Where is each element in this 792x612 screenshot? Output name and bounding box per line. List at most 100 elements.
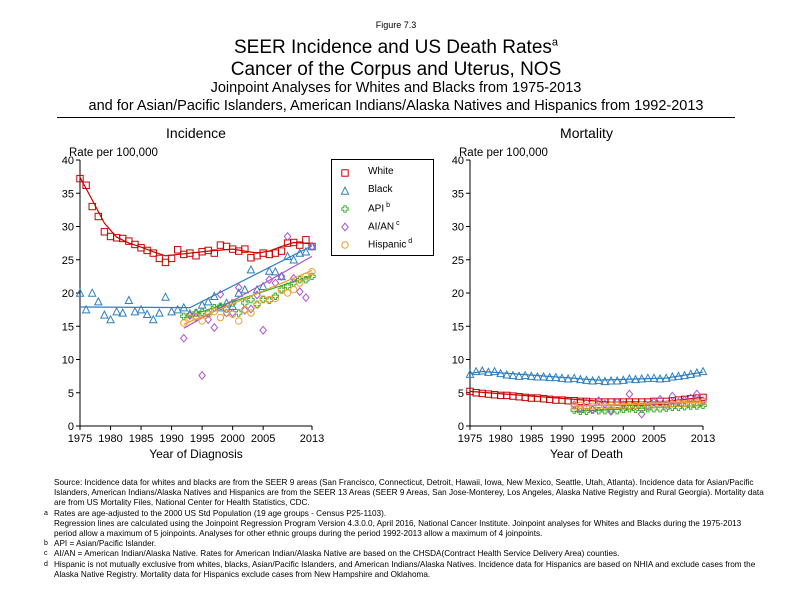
- incidence-point-black: [87, 288, 97, 297]
- legend-marker-ai-an: [341, 222, 349, 232]
- footnote-b-text: API = Asian/Pacific Islander.: [54, 539, 157, 549]
- incidence-point-black: [124, 295, 134, 305]
- legend-label: AI/AN c: [368, 220, 400, 232]
- mortality-point-black: [637, 373, 647, 383]
- mortality-point-api: [582, 407, 591, 416]
- subtitle-other-groups: and for Asian/Pacific Islanders, America…: [88, 98, 704, 114]
- incidence-point-hispanic: [204, 310, 212, 318]
- legend-footnote-marker: c: [394, 220, 400, 227]
- incidence-point-black: [301, 246, 311, 256]
- source-text: Source: Incidence data for whites and bl…: [54, 478, 764, 508]
- incidence-point-black: [118, 308, 128, 317]
- incidence-point-hispanic: [271, 294, 280, 303]
- incidence-point-white: [271, 249, 280, 257]
- incidence-xlabel: Year of Diagnosis: [149, 447, 243, 461]
- incidence-point-black: [209, 291, 219, 301]
- mortality-point-ai-an: [680, 395, 689, 405]
- footnote-b: b API = Asian/Pacific Islander.: [44, 539, 764, 549]
- mortality-xtick-label: 1995: [580, 433, 604, 445]
- incidence-point-ai-an: [295, 287, 304, 297]
- incidence-point-ai-an: [192, 312, 200, 322]
- legend-label-text: AI/AN: [368, 221, 395, 233]
- footnote-c-text: AI/AN = American Indian/Alaska Native. R…: [54, 549, 620, 559]
- incidence-point-white: [235, 247, 243, 255]
- incidence-ytick-label: 25: [62, 255, 74, 267]
- mortality-point-white: [509, 392, 517, 400]
- mortality-ytick-label: 25: [452, 255, 464, 267]
- legend-symbol-api: [341, 205, 349, 213]
- mortality-point-black: [649, 373, 659, 382]
- mortality-point-black: [514, 371, 524, 380]
- incidence-point-black: [258, 281, 268, 291]
- legend-label: API b: [368, 202, 390, 214]
- incidence-point-ai-an: [216, 289, 225, 299]
- incidence-ytick-label: 35: [62, 188, 74, 200]
- mortality-point-black: [508, 370, 518, 380]
- mortality-point-black: [680, 370, 690, 380]
- mortality-point-black: [625, 373, 634, 383]
- incidence-point-ai-an: [253, 290, 261, 300]
- mortality-ytick-label: 40: [452, 155, 464, 167]
- incidence-point-ai-an: [198, 370, 206, 381]
- incidence-point-ai-an: [302, 293, 310, 303]
- source-notes: Source: Incidence data for whites and bl…: [44, 478, 764, 580]
- legend-marker-hispanic: [341, 241, 349, 249]
- incidence-point-black: [93, 296, 103, 306]
- incidence-point-black: [106, 314, 115, 324]
- incidence-point-ai-an: [265, 275, 274, 285]
- incidence-xtick-label: 2005: [251, 433, 275, 445]
- incidence-point-hispanic: [198, 317, 206, 325]
- regression-note: Regression lines are calculated using th…: [54, 518, 742, 539]
- mortality-point-black: [600, 376, 610, 386]
- incidence-ytick-label: 40: [62, 155, 74, 167]
- incidence-point-white: [76, 174, 84, 183]
- mortality-point-black: [674, 371, 683, 380]
- incidence-point-api: [192, 309, 200, 317]
- legend-item-white: White: [332, 164, 432, 182]
- legend-footnote-marker: d: [406, 238, 413, 245]
- incidence-point-ai-an: [179, 333, 188, 343]
- mortality-series-hispanic: [570, 398, 707, 410]
- incidence-point-hispanic: [296, 279, 304, 287]
- footnote-b-marker: b: [44, 540, 48, 548]
- legend-item-api: API b: [332, 200, 432, 218]
- incidence-point-black: [283, 251, 292, 261]
- legend-symbol-black: [340, 186, 350, 195]
- legend-label-text: API: [368, 203, 385, 215]
- mortality-ytick-label: 15: [452, 321, 464, 333]
- incidence-series-hispanic: [180, 268, 316, 327]
- incidence-point-api: [235, 309, 243, 317]
- incidence-point-hispanic: [192, 312, 200, 320]
- incidence-point-ai-an: [234, 283, 243, 293]
- mortality-point-ai-an: [686, 393, 695, 403]
- mortality-point-ai-an: [582, 398, 591, 408]
- incidence-point-black: [167, 306, 176, 316]
- legend-item-hispanic: Hispanic d: [332, 236, 432, 254]
- mortality-point-ai-an: [650, 397, 658, 407]
- incidence-point-hispanic: [216, 313, 225, 322]
- page-title: SEER Incidence and US Death Ratesa: [0, 37, 792, 59]
- mortality-point-black: [655, 373, 665, 383]
- legend: White Black API b AI/AN c Hispanic d: [331, 159, 434, 256]
- incidence-ytick-label: 15: [62, 321, 74, 333]
- incidence-point-white: [100, 228, 109, 236]
- incidence-point-ai-an: [271, 278, 280, 288]
- incidence-point-ai-an: [228, 308, 237, 318]
- incidence-point-ai-an: [259, 325, 268, 335]
- incidence-point-hispanic: [289, 285, 298, 294]
- legend-label-text: Black: [368, 184, 393, 195]
- incidence-point-white: [82, 181, 90, 189]
- mortality-xtick-label: 1980: [488, 433, 512, 445]
- mortality-point-black: [631, 374, 640, 384]
- mortality-point-ai-an: [637, 409, 646, 419]
- mortality-point-black: [465, 369, 475, 378]
- footnote-c: c AI/AN = American Indian/Alaska Native. …: [44, 549, 764, 559]
- mortality-xlabel: Year of Death: [550, 447, 623, 461]
- incidence-point-black: [234, 288, 244, 297]
- legend-item-black: Black: [332, 182, 432, 200]
- incidence-chart: Incidence Rate per 100,000 0 5 10 15 20 25 30 35 4…: [62, 125, 324, 461]
- mortality-point-black: [545, 372, 555, 382]
- mortality-point-black: [618, 375, 628, 384]
- footnote-c-marker: c: [44, 550, 48, 558]
- mortality-point-ai-an: [601, 399, 609, 409]
